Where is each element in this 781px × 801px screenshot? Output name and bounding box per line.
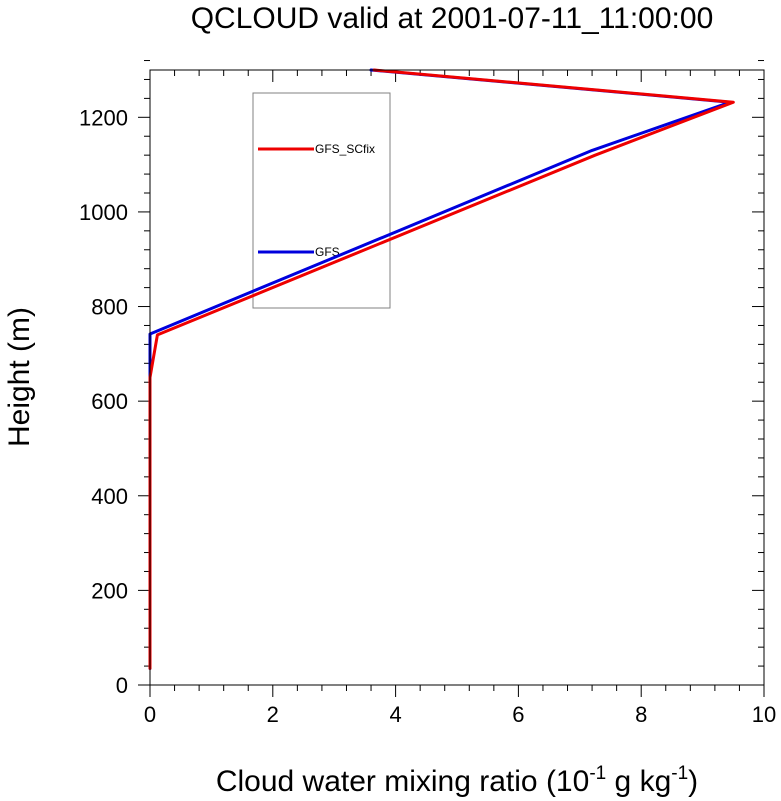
x-tick-label: 0 bbox=[144, 702, 156, 727]
x-tick-label: 6 bbox=[512, 702, 524, 727]
y-tick-label: 400 bbox=[91, 484, 128, 509]
x-axis-label-mid: g kg bbox=[606, 765, 671, 798]
legend-label-gfs: GFS bbox=[315, 245, 340, 259]
series-line-gfs bbox=[148, 68, 732, 670]
x-axis-label-superscript-2: -1 bbox=[671, 763, 688, 784]
plot-frame bbox=[149, 69, 765, 686]
y-tick-label: 800 bbox=[91, 295, 128, 320]
y-tick-label: 0 bbox=[116, 673, 128, 698]
series-lines bbox=[148, 68, 735, 670]
x-axis-label-end: ) bbox=[688, 765, 698, 798]
x-tick-label: 10 bbox=[752, 702, 776, 727]
legend-box bbox=[252, 92, 391, 309]
x-axis-label-superscript-1: -1 bbox=[589, 763, 606, 784]
x-axis-label-main: Cloud water mixing ratio (10 bbox=[216, 765, 590, 798]
y-tick-label: 1200 bbox=[79, 105, 128, 130]
y-axis-label: Height (m) bbox=[3, 307, 36, 447]
x-tick-label: 8 bbox=[635, 702, 647, 727]
x-axis-label: Cloud water mixing ratio (10-1 g kg-1) bbox=[216, 763, 698, 798]
axis-ticks bbox=[138, 60, 765, 697]
x-tick-label: 4 bbox=[389, 702, 401, 727]
series-line-gfs-scfix bbox=[148, 68, 735, 670]
y-tick-label: 600 bbox=[91, 389, 128, 414]
legend: GFS_SCfix GFS bbox=[258, 142, 375, 259]
tick-labels: 0 2 4 6 8 10 0 200 400 600 800 1000 1200 bbox=[79, 105, 776, 727]
y-tick-label: 200 bbox=[91, 578, 128, 603]
y-tick-label: 1000 bbox=[79, 200, 128, 225]
x-tick-label: 2 bbox=[267, 702, 279, 727]
legend-label-gfs-scfix: GFS_SCfix bbox=[315, 142, 375, 156]
chart-title: QCLOUD valid at 2001-07-11_11:00:00 bbox=[191, 2, 714, 35]
